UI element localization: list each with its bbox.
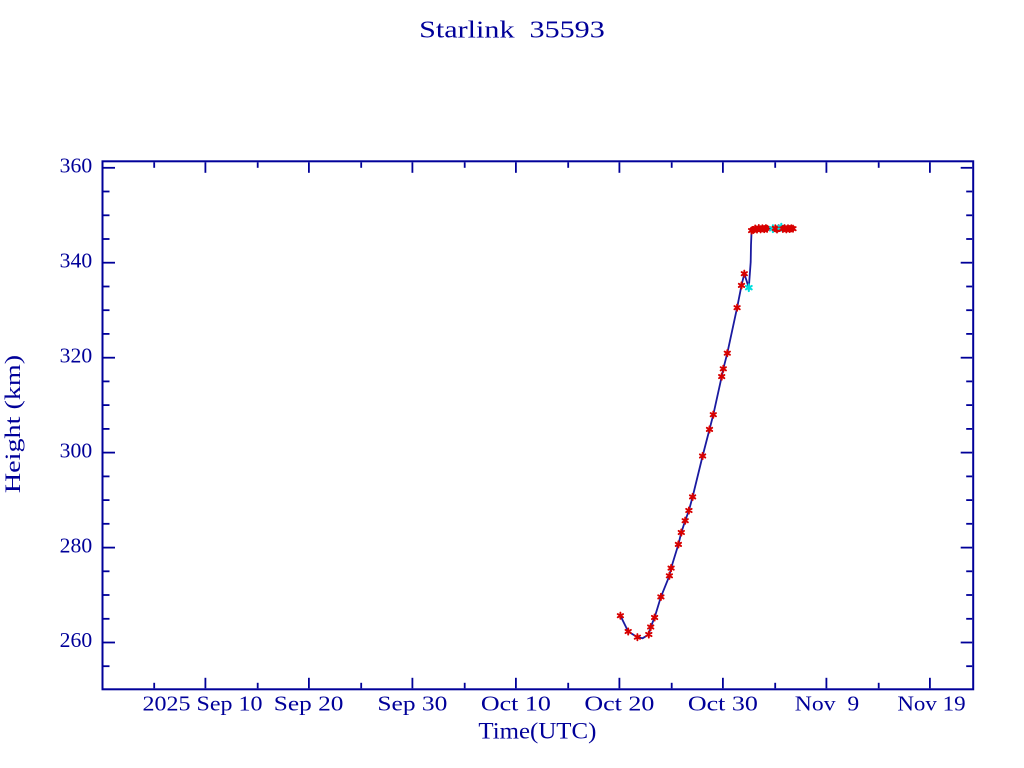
svg-text:320: 320 (60, 343, 93, 367)
svg-text:Oct 10: Oct 10 (481, 692, 551, 716)
svg-text:360: 360 (60, 154, 93, 178)
svg-text:340: 340 (60, 248, 93, 272)
svg-text:300: 300 (60, 438, 93, 462)
svg-text:Sep 20: Sep 20 (274, 692, 344, 716)
svg-text:Nov 9: Nov 9 (795, 692, 859, 716)
svg-text:Starlink 35593: Starlink 35593 (419, 18, 605, 44)
svg-text:280: 280 (60, 533, 93, 557)
svg-text:Sep 30: Sep 30 (377, 692, 447, 716)
svg-text:260: 260 (60, 628, 93, 652)
svg-text:Nov 19: Nov 19 (897, 692, 965, 716)
svg-text:2025 Sep 10: 2025 Sep 10 (143, 692, 263, 716)
svg-text:Oct 20: Oct 20 (584, 692, 654, 716)
svg-text:Time(UTC): Time(UTC) (478, 719, 596, 744)
svg-text:Height (km): Height (km) (0, 355, 25, 493)
svg-text:Oct 30: Oct 30 (688, 692, 758, 716)
